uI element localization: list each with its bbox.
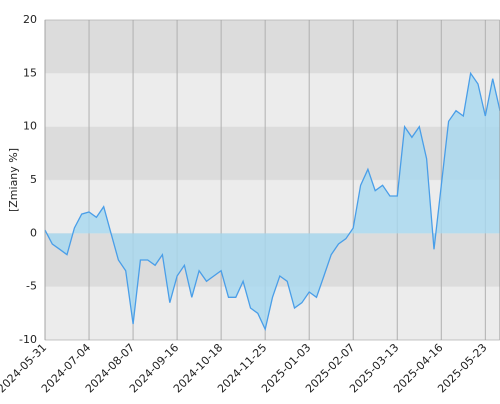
- band: [45, 126, 500, 180]
- y-tick-label: 15: [23, 66, 37, 79]
- y-tick-label: 5: [30, 173, 37, 186]
- band: [45, 73, 500, 127]
- area: [45, 73, 500, 330]
- y-tick-label: -10: [19, 333, 37, 346]
- line: [44, 71, 500, 332]
- y-tick-label: 0: [30, 226, 37, 239]
- y-tick-label: 10: [23, 120, 37, 133]
- y-axis-label: [Zmiany %]: [7, 148, 20, 212]
- y-tick-label: -5: [26, 280, 37, 293]
- y-tick-label: 20: [23, 13, 37, 26]
- band: [45, 20, 500, 74]
